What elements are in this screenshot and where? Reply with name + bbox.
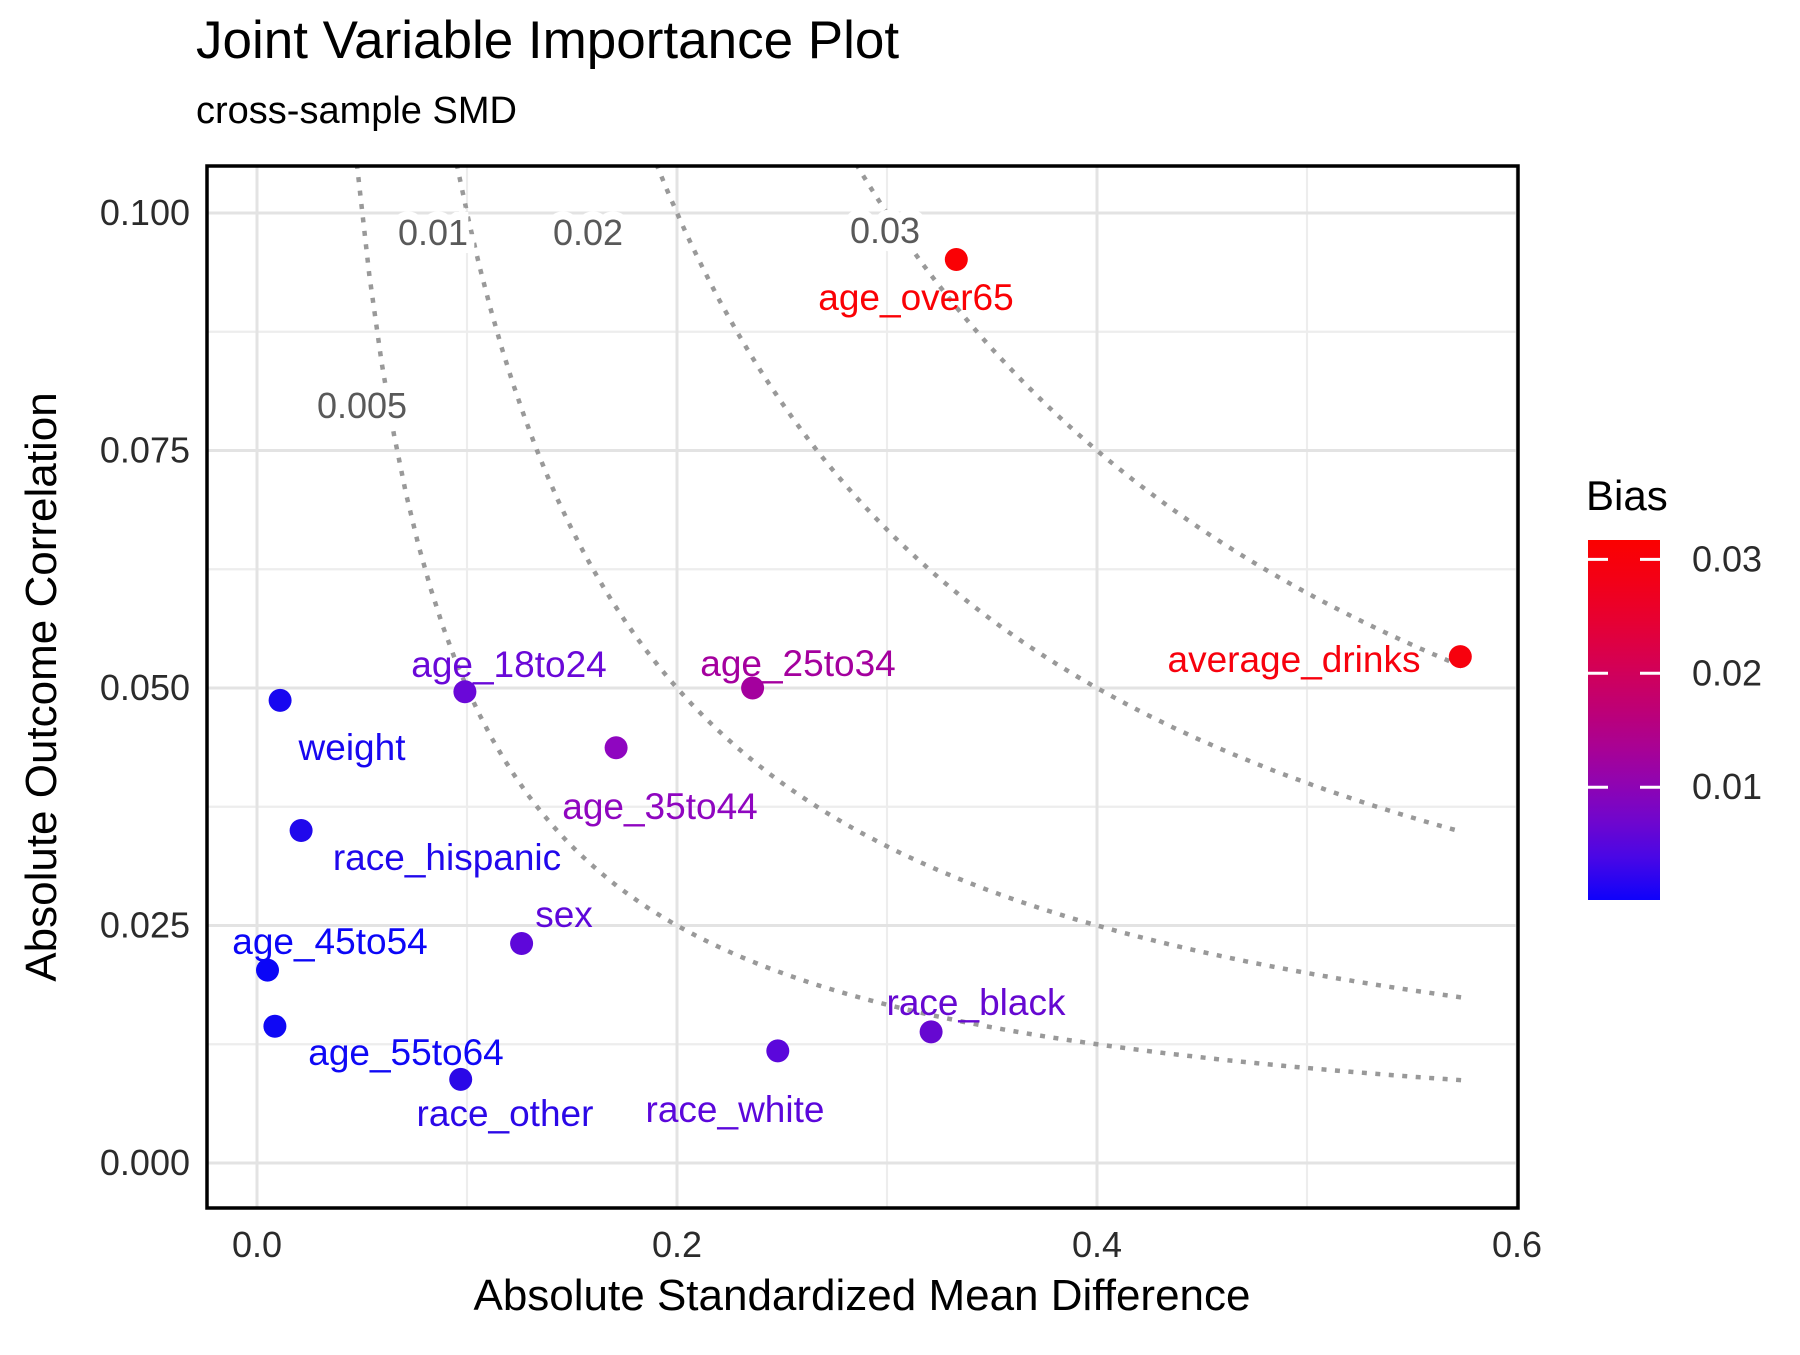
- point-label-race_other: race_other: [417, 1093, 594, 1134]
- contour-0.02: [654, 166, 1465, 835]
- contour-label-0.03: 0.03: [850, 210, 920, 251]
- data-point-labels: age_over65 average_drinks age_25to34 age_18…: [232, 277, 1420, 1134]
- legend: Bias 0.03 0.02 0.01: [1586, 472, 1762, 900]
- page-title: Joint Variable Importance Plot: [196, 11, 899, 70]
- panel-border: [205, 164, 1520, 1210]
- x-axis-title: Absolute Standardized Mean Difference: [473, 1271, 1250, 1320]
- y-axis-title: Absolute Outcome Correlation: [17, 392, 66, 981]
- contour-0.005: [354, 166, 1464, 1083]
- x-axis-tick-labels: 0.0 0.2 0.4 0.6: [232, 1224, 1542, 1265]
- y-tick-0.000: 0.000: [100, 1142, 190, 1183]
- point-age_18to24: [453, 680, 477, 704]
- y-tick-0.075: 0.075: [100, 430, 190, 471]
- contour-labels: 0.005 0.01 0.02 0.03: [309, 202, 928, 434]
- point-age_45to54: [256, 958, 279, 982]
- data-points: [256, 248, 1472, 1091]
- point-age_25to34: [741, 676, 765, 700]
- legend-label-0.02: 0.02: [1692, 652, 1762, 693]
- contour-lines: [354, 166, 1465, 1083]
- contour-0.03: [854, 166, 1465, 670]
- legend-label-0.01: 0.01: [1692, 766, 1762, 807]
- legend-colorbar: [1588, 540, 1660, 900]
- point-age_over65: [944, 248, 968, 271]
- point-label-race_hispanic: race_hispanic: [333, 837, 561, 878]
- contour-0.01: [454, 166, 1464, 1000]
- legend-title: Bias: [1586, 472, 1668, 519]
- y-axis-tick-labels: 0.000 0.025 0.050 0.075 0.100: [100, 192, 190, 1183]
- x-tick-0.6: 0.6: [1492, 1224, 1542, 1265]
- point-average_drinks: [1448, 645, 1472, 669]
- point-label-age_55to64: age_55to64: [308, 1032, 503, 1073]
- point-weight: [268, 688, 292, 712]
- contour-label-0.02: 0.02: [553, 212, 623, 253]
- point-race_white: [766, 1039, 790, 1063]
- y-tick-0.100: 0.100: [100, 192, 190, 233]
- legend-tick-marks: [1588, 557, 1660, 789]
- point-race_black: [919, 1020, 943, 1044]
- point-label-average_drinks: average_drinks: [1168, 639, 1421, 680]
- point-label-age_18to24: age_18to24: [411, 644, 606, 685]
- point-label-age_25to34: age_25to34: [700, 643, 895, 684]
- point-race_hispanic: [289, 819, 313, 842]
- contour-label-0.01: 0.01: [398, 212, 468, 253]
- point-label-weight: weight: [298, 727, 407, 768]
- point-label-age_45to54: age_45to54: [232, 921, 427, 962]
- point-label-race_black: race_black: [887, 982, 1066, 1023]
- point-sex: [510, 932, 534, 955]
- x-tick-0.4: 0.4: [1072, 1224, 1122, 1265]
- point-label-sex: sex: [535, 894, 593, 935]
- legend-label-0.03: 0.03: [1692, 538, 1762, 579]
- y-tick-0.050: 0.050: [100, 667, 190, 708]
- y-tick-0.025: 0.025: [100, 905, 190, 946]
- plot-subtitle: cross-sample SMD: [196, 90, 517, 132]
- point-label-age_over65: age_over65: [818, 277, 1013, 318]
- point-race_other: [449, 1067, 473, 1091]
- point-label-race_white: race_white: [646, 1089, 825, 1130]
- x-tick-0.0: 0.0: [232, 1224, 282, 1265]
- x-tick-0.2: 0.2: [652, 1224, 702, 1265]
- point-age_35to44: [604, 736, 628, 760]
- contour-label-0.005: 0.005: [317, 385, 407, 426]
- point-age_55to64: [263, 1014, 287, 1038]
- legend-tick-labels: 0.03 0.02 0.01: [1692, 538, 1762, 807]
- point-label-age_35to44: age_35to44: [562, 786, 757, 827]
